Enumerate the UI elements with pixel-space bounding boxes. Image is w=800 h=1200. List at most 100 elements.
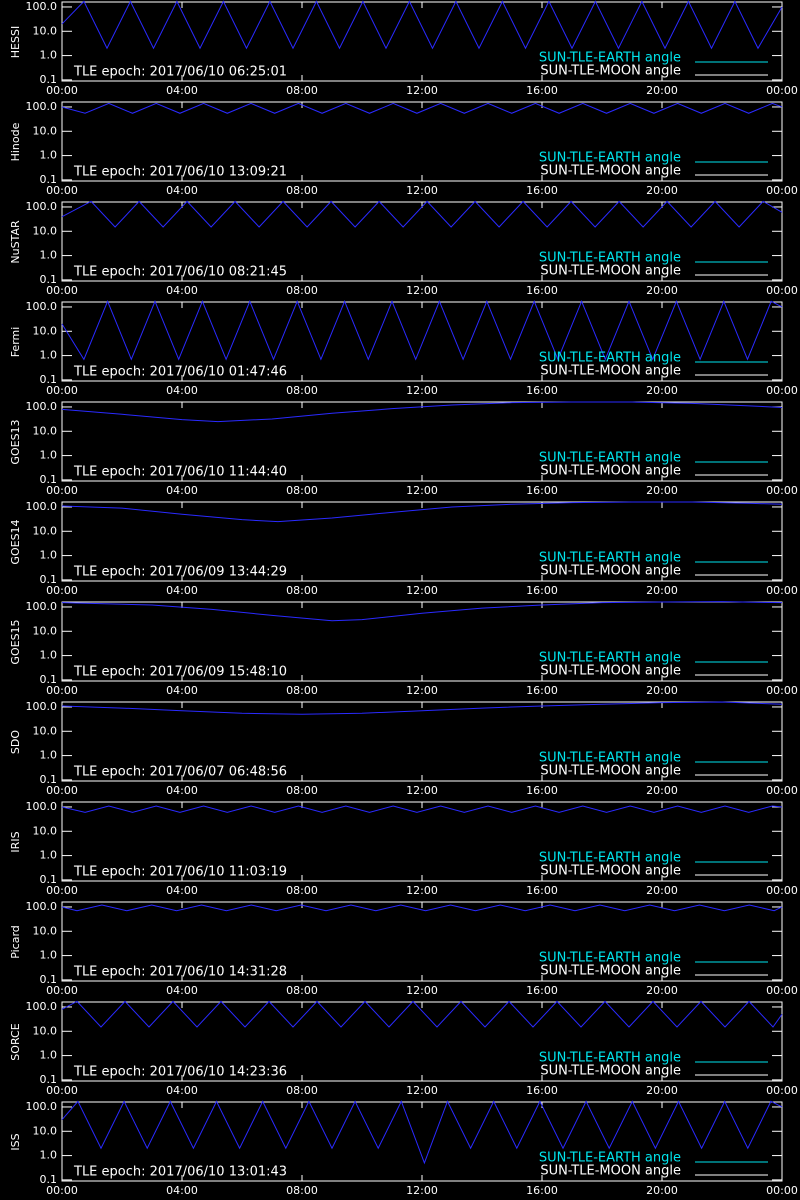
- y-tick-label: 100.0: [26, 700, 58, 713]
- earth-angle-line: [61, 102, 783, 114]
- x-tick-label: 12:00: [406, 84, 438, 97]
- x-tick-label: 04:00: [166, 284, 198, 297]
- x-tick-label: 16:00: [526, 984, 558, 997]
- x-tick-label: 16:00: [526, 884, 558, 897]
- x-tick-label: 20:00: [646, 284, 678, 297]
- y-axis-label: SDO: [9, 730, 22, 754]
- x-tick-label: 20:00: [646, 1184, 678, 1197]
- y-tick-label: 10.0: [33, 524, 58, 537]
- y-axis-label: ISS: [9, 1133, 22, 1150]
- x-tick-label: 16:00: [526, 1084, 558, 1097]
- y-tick-label: 1.0: [40, 149, 58, 162]
- x-tick-label: 12:00: [406, 984, 438, 997]
- y-axis-label: Fermi: [9, 327, 22, 358]
- legend-label: SUN-TLE-EARTH angle: [539, 451, 681, 466]
- y-tick-label: 10.0: [33, 24, 58, 37]
- earth-angle-line: [61, 601, 783, 622]
- x-tick-label: 00:00: [46, 384, 78, 397]
- tle-epoch: TLE epoch: 2017/06/09 15:48:10: [73, 665, 287, 680]
- y-tick-label: 0.1: [40, 273, 58, 286]
- x-tick-label: 04:00: [166, 184, 198, 197]
- y-tick-label: 0.1: [40, 773, 58, 786]
- x-tick-label: 00:00: [46, 884, 78, 897]
- y-tick-label: 100.0: [26, 1000, 58, 1013]
- legend-label: SUN-TLE-EARTH angle: [539, 51, 681, 66]
- y-tick-label: 100.0: [26, 200, 58, 213]
- x-tick-label: 04:00: [166, 984, 198, 997]
- legend-label: SUN-TLE-MOON angle: [540, 1064, 681, 1079]
- x-tick-label: 00:00: [766, 184, 798, 197]
- earth-angle-line: [61, 300, 783, 361]
- x-tick-label: 04:00: [166, 884, 198, 897]
- y-tick-label: 1.0: [40, 49, 58, 62]
- x-tick-label: 08:00: [286, 1084, 318, 1097]
- earth-angle-line: [61, 805, 783, 813]
- x-tick-label: 08:00: [286, 1184, 318, 1197]
- y-tick-label: 0.1: [40, 473, 58, 486]
- y-axis-label: HESSI: [9, 26, 22, 58]
- x-tick-label: 00:00: [46, 984, 78, 997]
- x-tick-label: 20:00: [646, 984, 678, 997]
- y-tick-label: 1.0: [40, 249, 58, 262]
- y-tick-label: 10.0: [33, 324, 58, 337]
- x-tick-label: 00:00: [766, 384, 798, 397]
- y-tick-label: 10.0: [33, 1024, 58, 1037]
- x-tick-label: 20:00: [646, 684, 678, 697]
- legend-label: SUN-TLE-EARTH angle: [539, 751, 681, 766]
- x-tick-label: 00:00: [766, 1084, 798, 1097]
- y-axis-label: GOES15: [9, 619, 22, 664]
- x-tick-label: 12:00: [406, 584, 438, 597]
- x-tick-label: 04:00: [166, 484, 198, 497]
- x-tick-label: 00:00: [766, 884, 798, 897]
- legend-label: SUN-TLE-EARTH angle: [539, 951, 681, 966]
- y-tick-label: 100.0: [26, 900, 58, 913]
- x-tick-label: 00:00: [766, 1184, 798, 1197]
- x-tick-label: 12:00: [406, 384, 438, 397]
- y-axis-label: SORCE: [9, 1023, 22, 1060]
- y-tick-label: 100.0: [26, 500, 58, 513]
- tle-epoch: TLE epoch: 2017/06/10 06:25:01: [73, 65, 287, 80]
- y-tick-label: 10.0: [33, 124, 58, 137]
- y-tick-label: 100.0: [26, 300, 58, 313]
- x-tick-label: 20:00: [646, 484, 678, 497]
- x-tick-label: 20:00: [646, 884, 678, 897]
- x-tick-label: 00:00: [766, 284, 798, 297]
- tle-epoch: TLE epoch: 2017/06/10 14:31:28: [73, 965, 287, 980]
- legend-label: SUN-TLE-MOON angle: [540, 564, 681, 579]
- x-tick-label: 16:00: [526, 484, 558, 497]
- legend-label: SUN-TLE-MOON angle: [540, 864, 681, 879]
- x-tick-label: 08:00: [286, 984, 318, 997]
- y-tick-label: 0.1: [40, 673, 58, 686]
- legend-label: SUN-TLE-MOON angle: [540, 364, 681, 379]
- x-tick-label: 04:00: [166, 84, 198, 97]
- legend-label: SUN-TLE-MOON angle: [540, 164, 681, 179]
- x-tick-label: 00:00: [46, 484, 78, 497]
- tle-epoch: TLE epoch: 2017/06/10 11:03:19: [73, 865, 287, 880]
- x-tick-label: 00:00: [766, 484, 798, 497]
- y-tick-label: 10.0: [33, 824, 58, 837]
- x-tick-label: 12:00: [406, 884, 438, 897]
- x-tick-label: 16:00: [526, 784, 558, 797]
- legend-label: SUN-TLE-MOON angle: [540, 764, 681, 779]
- x-tick-label: 00:00: [46, 184, 78, 197]
- x-tick-label: 04:00: [166, 784, 198, 797]
- legend-label: SUN-TLE-EARTH angle: [539, 851, 681, 866]
- x-tick-label: 16:00: [526, 284, 558, 297]
- earth-angle-line: [61, 1100, 783, 1165]
- y-tick-label: 0.1: [40, 973, 58, 986]
- y-tick-label: 1.0: [40, 949, 58, 962]
- y-tick-label: 1.0: [40, 849, 58, 862]
- x-tick-label: 16:00: [526, 184, 558, 197]
- x-tick-label: 16:00: [526, 584, 558, 597]
- x-tick-label: 04:00: [166, 1084, 198, 1097]
- tle-epoch: TLE epoch: 2017/06/10 13:01:43: [73, 1165, 287, 1180]
- y-tick-label: 1.0: [40, 749, 58, 762]
- earth-angle-line: [61, 501, 783, 523]
- y-tick-label: 10.0: [33, 1124, 58, 1137]
- x-tick-label: 20:00: [646, 584, 678, 597]
- x-tick-label: 12:00: [406, 684, 438, 697]
- y-axis-label: GOES14: [9, 519, 22, 564]
- y-tick-label: 0.1: [40, 173, 58, 186]
- y-tick-label: 100.0: [26, 400, 58, 413]
